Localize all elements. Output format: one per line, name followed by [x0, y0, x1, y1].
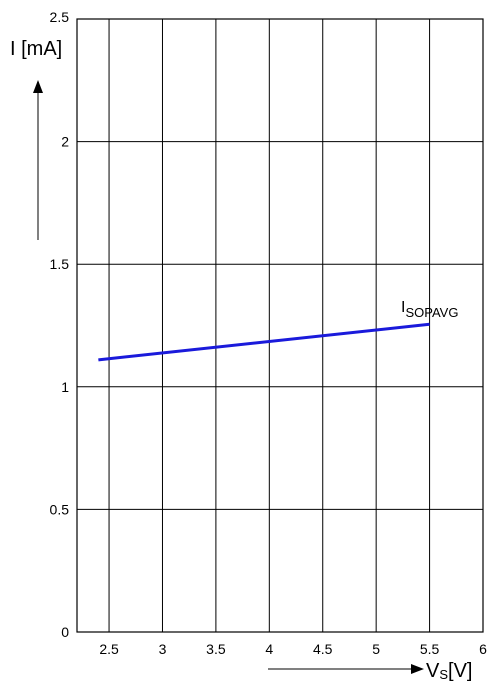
x-axis-arrow — [268, 664, 424, 674]
y-tick-label: 1 — [61, 379, 69, 395]
y-axis-label: I [mA] — [10, 38, 62, 60]
x-tick-label: 6 — [479, 641, 487, 657]
x-axis-label: VS[V] — [426, 660, 472, 682]
series-label: ISOPAVG — [401, 299, 458, 320]
series-layer — [98, 322, 430, 362]
y-tick-labels: 0 0.5 1 1.5 2 2.5 — [50, 9, 70, 640]
x-tick-label: 5.5 — [420, 641, 440, 657]
x-tick-label: 4 — [265, 641, 273, 657]
y-axis-arrow — [33, 80, 43, 240]
x-tick-labels: 2.5 3 3.5 4 4.5 5 5.5 6 — [99, 641, 487, 657]
y-tick-label: 2 — [61, 134, 69, 150]
plot-frame — [76, 18, 484, 633]
x-tick-label: 3.5 — [206, 641, 226, 657]
y-tick-label: 2.5 — [50, 9, 70, 25]
y-tick-label: 0.5 — [50, 501, 70, 517]
x-tick-label: 5 — [372, 641, 380, 657]
x-tick-label: 3 — [159, 641, 167, 657]
x-tick-label: 4.5 — [313, 641, 333, 657]
x-tick-label: 2.5 — [99, 641, 119, 657]
y-tick-label: 1.5 — [50, 256, 70, 272]
series-line-0 — [98, 322, 430, 362]
y-tick-label: 0 — [61, 624, 69, 640]
